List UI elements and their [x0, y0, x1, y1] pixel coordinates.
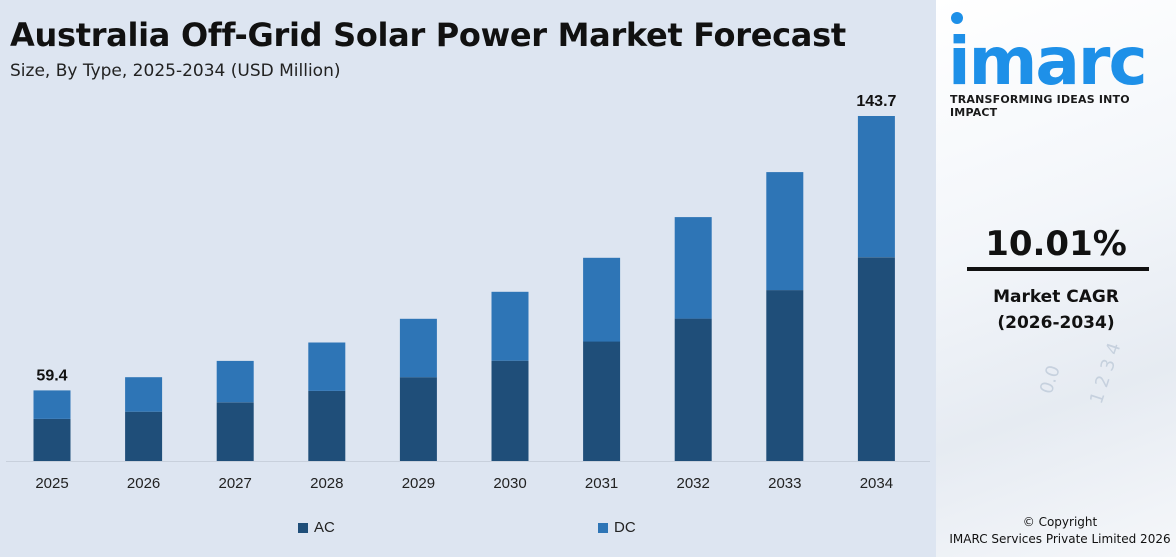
legend-item-dc: DC [598, 519, 636, 536]
x-tick-label-2029: 2029 [402, 475, 435, 492]
x-tick-label-2032: 2032 [677, 475, 710, 492]
x-tick-label-2030: 2030 [493, 475, 526, 492]
logo-tagline: TRANSFORMING IDEAS INTO IMPACT [950, 93, 1130, 119]
cagr-period: (2026-2034) [997, 313, 1115, 333]
bar-ac-2029 [399, 377, 437, 461]
bar-ac-2034 [857, 257, 895, 461]
data-label-2025: 59.4 [36, 367, 67, 384]
cagr-divider [967, 267, 1149, 271]
cagr-label: Market CAGR (2026-2034) [936, 284, 1176, 336]
legend-swatch-dc [598, 522, 608, 533]
copyright-line1: © Copyright [1022, 515, 1098, 529]
imarc-logo: imarc [948, 12, 1148, 90]
bar-dc-2034 [857, 116, 895, 258]
legend-swatch-ac [298, 522, 308, 533]
x-tick-label-2028: 2028 [310, 475, 343, 492]
bar-dc-2026 [125, 377, 163, 412]
bar-ac-2026 [125, 411, 163, 461]
bar-ac-2033 [766, 290, 804, 461]
bar-ac-2028 [308, 390, 346, 461]
chart-title: Australia Off-Grid Solar Power Market Fo… [10, 16, 846, 54]
x-tick-label-2027: 2027 [219, 475, 252, 492]
side-panel: 1 2 3 4 0.0 imarc TRANSFORMING IDEAS INT… [936, 0, 1176, 557]
legend-label-ac: AC [314, 519, 335, 536]
cagr-label-text: Market CAGR [993, 287, 1119, 307]
chart-area: Australia Off-Grid Solar Power Market Fo… [0, 16, 936, 539]
x-tick-label-2034: 2034 [860, 475, 893, 492]
bar-dc-2025 [33, 390, 71, 419]
x-tick-label-2033: 2033 [768, 475, 801, 492]
bar-dc-2032 [674, 217, 712, 319]
bar-ac-2025 [33, 418, 71, 461]
bar-dc-2031 [583, 257, 621, 342]
bar-dc-2033 [766, 172, 804, 291]
x-tick-label-2026: 2026 [127, 475, 160, 492]
svg-text:imarc: imarc [948, 23, 1146, 90]
bar-ac-2027 [216, 402, 254, 461]
background-decoration: 0.0 [1036, 362, 1065, 397]
bar-dc-2027 [216, 360, 254, 403]
chart-legend: AC DC [0, 519, 936, 539]
chart-subtitle: Size, By Type, 2025-2034 (USD Million) [10, 61, 341, 81]
x-tick-label-2031: 2031 [585, 475, 618, 492]
bar-ac-2031 [583, 341, 621, 461]
data-label-2034: 143.7 [856, 93, 896, 110]
cagr-value: 10.01% [985, 224, 1127, 264]
bar-chart: 2025 2026 2027 2028 2029 2030 2031 2032 2033 2034… [6, 93, 930, 492]
bar-dc-2028 [308, 342, 346, 391]
bar-dc-2030 [491, 291, 529, 361]
copyright: © Copyright IMARC Services Private Limit… [936, 514, 1176, 548]
bar-ac-2032 [674, 318, 712, 461]
x-tick-label-2025: 2025 [35, 475, 68, 492]
copyright-line2: IMARC Services Private Limited 2026 [949, 532, 1171, 546]
bar-dc-2029 [399, 318, 437, 378]
background-decoration: 1 2 3 4 [1086, 340, 1126, 407]
legend-item-ac: AC [298, 519, 335, 536]
bar-ac-2030 [491, 360, 529, 461]
legend-label-dc: DC [614, 519, 636, 536]
